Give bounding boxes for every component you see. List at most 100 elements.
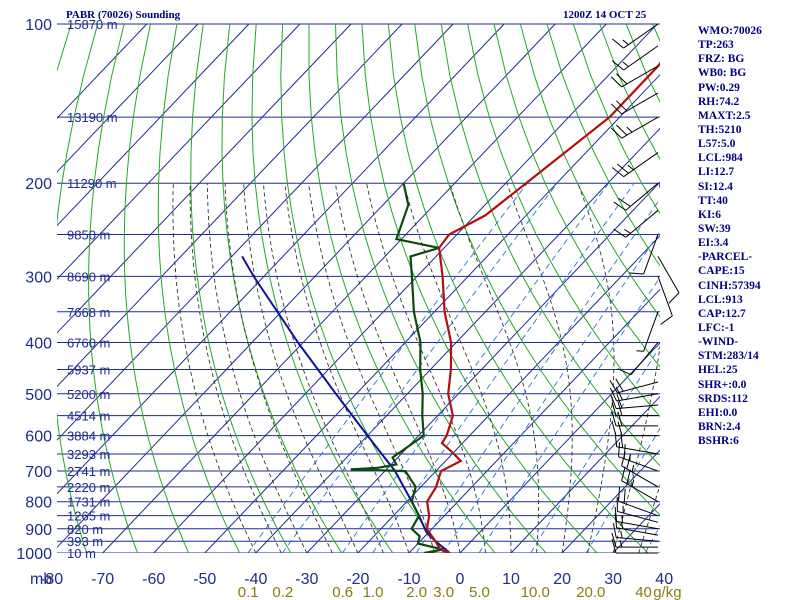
mixing-ratio-tick-label: 0.2 [272, 584, 293, 600]
moist-adiabat-line [506, 183, 573, 553]
wind-barb-flag [615, 386, 623, 401]
dry-adiabat-line [221, 23, 343, 553]
isotherm-line [459, 342, 660, 553]
mixing-ratio-line [247, 182, 528, 553]
index-line: CAPE:15 [698, 265, 745, 278]
wind-barb-staff [617, 510, 659, 523]
pressure-tick-label: 500 [25, 387, 52, 404]
isotherm-line [57, 23, 505, 495]
wind-barb-staff [618, 456, 659, 472]
index-line: -WIND- [698, 336, 739, 349]
index-line: EI:3.4 [698, 237, 729, 250]
index-line: WMO:70026 [698, 25, 762, 37]
height-label: 11290 m [67, 176, 117, 191]
wind-barb-flag [611, 401, 617, 416]
wind-barb-flag [611, 533, 617, 548]
wind-barb-flag [616, 394, 623, 409]
wind-barb-flag [610, 76, 622, 88]
index-line: BSHR:6 [698, 435, 739, 448]
wind-barb-staff [621, 465, 659, 488]
index-line: LCL:913 [698, 293, 743, 306]
wind-barb [613, 209, 659, 238]
wind-barb-flag [611, 167, 624, 178]
wind-barbs [609, 23, 680, 554]
height-label: 13190 m [67, 110, 118, 125]
moist-adiabat-line [172, 183, 257, 553]
height-label: 2741 m [67, 464, 110, 479]
wind-barb-half-flag [636, 350, 644, 352]
dry-adiabat-line [387, 23, 649, 553]
wind-barb [614, 506, 659, 530]
isotherm-line [57, 23, 403, 388]
wind-barb-half-flag [621, 515, 624, 523]
wind-barb-flag [610, 394, 617, 409]
height-label: 3884 m [67, 429, 110, 444]
moist-adiabats [172, 183, 660, 553]
height-label: 9850 m [67, 228, 110, 243]
wind-barb-staff [617, 381, 659, 394]
wind-barb-half-flag [631, 479, 635, 487]
wind-barb [611, 533, 658, 548]
index-line: STM:283/14 [698, 350, 759, 363]
height-label: 10 m [67, 546, 96, 561]
temperature-tick-label: 40 [655, 571, 673, 588]
wind-barb-staff [616, 521, 659, 530]
wind-barb [610, 92, 659, 115]
isotherm-line [57, 23, 454, 441]
index-line: FRZ: BG [698, 53, 745, 66]
index-line: EHI:0.0 [698, 406, 738, 419]
wind-barb-staff [621, 92, 659, 115]
height-label: 7668 m [67, 305, 110, 320]
index-line: TP:263 [698, 39, 734, 52]
index-line: SI:12.4 [698, 180, 733, 193]
wind-barb [611, 45, 659, 71]
isotherm-grid [57, 23, 660, 553]
wind-barb-flag [616, 163, 629, 174]
index-line: SRDS:112 [698, 392, 748, 405]
mixing-ratio-tick-label: 3.0 [433, 584, 454, 600]
isotherm-line [510, 395, 660, 553]
wind-barb [657, 256, 680, 304]
wind-barb-half-flag [622, 61, 629, 67]
wind-barb [636, 311, 659, 352]
temperature-tick-label: -10 [397, 571, 420, 588]
height-labels: 15870 m 13190 m 11290 m 9850 m 8690 m 7668 m 6… [67, 17, 118, 561]
wind-barb-staff [657, 256, 680, 294]
wind-barb-flag [613, 228, 627, 238]
temperature-tick-label: -30 [295, 571, 318, 588]
index-line: SHR+:0.0 [698, 378, 747, 391]
dry-adiabat-line [88, 23, 139, 553]
dry-adiabat-line [308, 24, 496, 553]
index-line: BRN:2.4 [698, 420, 741, 433]
pressure-tick-label: 200 [25, 176, 52, 193]
index-line: MAXT:2.5 [698, 109, 751, 122]
dewpoint-trace [350, 182, 444, 553]
mixing-ratio-tick-label: 20.0 [576, 584, 605, 600]
wind-barb-staff [618, 500, 659, 517]
wind-barb [613, 182, 659, 211]
index-line: LFC:-1 [698, 321, 735, 334]
index-line: TT:40 [698, 194, 728, 207]
index-line: WB0: BG [698, 67, 747, 80]
sounding-profiles [241, 61, 660, 553]
index-line: HEL:25 [698, 364, 738, 377]
temperature-tick-label: -60 [142, 571, 165, 588]
sounding-time: 1200Z 14 OCT 25 [563, 9, 647, 21]
wind-barb [612, 523, 659, 542]
isotherm-line [57, 23, 148, 120]
mixing-ratio-line [415, 198, 660, 553]
wind-barb-flag [623, 444, 626, 459]
mixing-ratio-line [372, 182, 635, 553]
height-label: 15870 m [67, 17, 118, 32]
dry-adiabat-line [123, 23, 190, 553]
wind-barb-flag [614, 513, 618, 528]
wind-barb [618, 486, 659, 517]
wind-barb-half-flag [629, 453, 631, 461]
index-line: SW:39 [698, 222, 731, 235]
wind-barb [610, 116, 659, 139]
temperature-tick-label: 10 [502, 571, 520, 588]
temperature-tick-label: 0 [456, 571, 465, 588]
wind-barb-flag [609, 380, 618, 394]
dry-adiabat-line [519, 23, 660, 318]
